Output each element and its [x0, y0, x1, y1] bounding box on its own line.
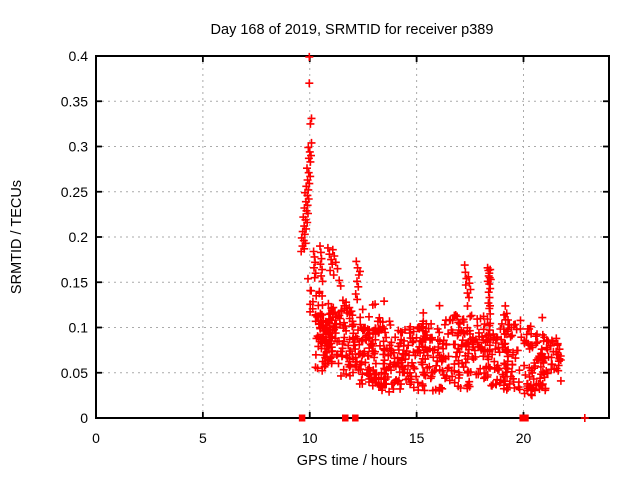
- y-tick-label: 0: [80, 410, 88, 426]
- axis-ticks: [95, 55, 609, 419]
- tick-labels: 0 5 10 15 20 0 0.05 0.1 0.15 0.2 0.25 0.3 0.35 0.4: [61, 48, 532, 446]
- x-tick-label: 0: [92, 430, 100, 446]
- zero-line-marker: [298, 414, 306, 422]
- x-tick-label: 10: [302, 430, 318, 446]
- y-axis-label: SRMTID / TECUs: [9, 180, 25, 294]
- y-tick-label: 0.2: [69, 229, 89, 245]
- y-tick-label: 0.3: [69, 139, 89, 155]
- y-tick-label: 0.4: [69, 48, 89, 64]
- x-tick-label: 15: [409, 430, 425, 446]
- scatter-plus-markers: [297, 52, 589, 422]
- zero-line-marker: [342, 414, 349, 422]
- zero-line-marker: [352, 414, 359, 422]
- x-tick-label: 20: [516, 430, 532, 446]
- y-tick-label: 0.1: [69, 320, 89, 336]
- chart-title: Day 168 of 2019, SRMTID for receiver p38…: [211, 22, 494, 38]
- y-tick-label: 0.15: [61, 274, 88, 290]
- x-axis-label: GPS time / hours: [297, 453, 407, 469]
- zero-line-marker: [522, 414, 529, 422]
- x-tick-label: 5: [199, 430, 207, 446]
- y-tick-label: 0.25: [61, 184, 88, 200]
- y-tick-label: 0.05: [61, 365, 88, 381]
- y-tick-label: 0.35: [61, 93, 88, 109]
- data-points: [297, 52, 589, 422]
- grid-lines: [96, 56, 609, 418]
